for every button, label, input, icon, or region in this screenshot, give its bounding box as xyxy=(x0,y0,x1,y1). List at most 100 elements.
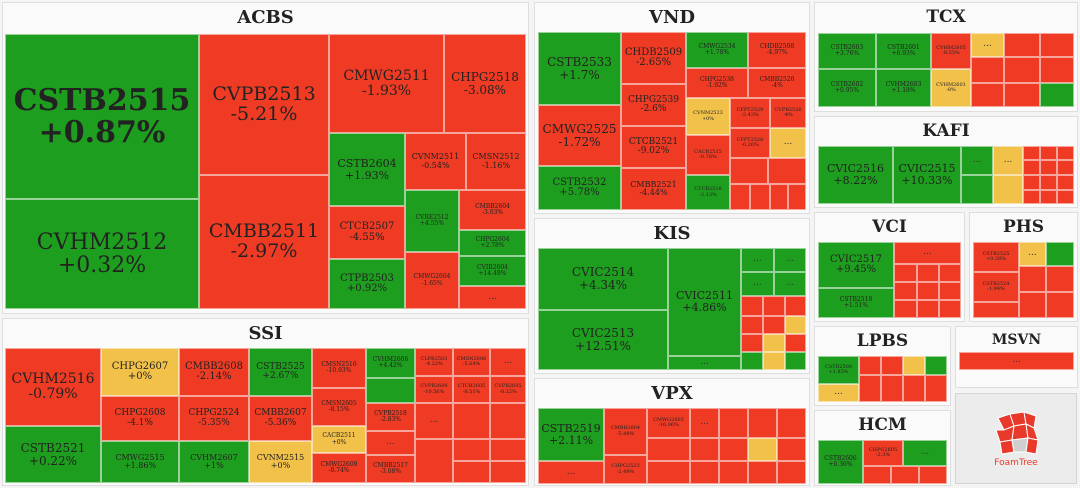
tile-cvic2516[interactable]: CVIC2516 +8.22% xyxy=(818,146,893,204)
tile-kis-small-12[interactable] xyxy=(785,352,806,370)
tile-cvic2513[interactable]: CVIC2513 +12.51% xyxy=(538,310,668,370)
tile-kis-small-4[interactable] xyxy=(741,316,763,334)
tile-cstb2604[interactable]: CSTB2604 +1.93% xyxy=(329,133,405,206)
tile-kafi-small-11[interactable] xyxy=(1057,175,1074,190)
tile-hcm-small-2[interactable] xyxy=(891,466,919,484)
tile-cvhm2516[interactable]: CVHM2516 -0.79% xyxy=(5,348,101,426)
tile-cstb2524[interactable]: CSTB2524 -1.94% xyxy=(973,272,1019,302)
tile-kis-small-5[interactable] xyxy=(763,316,785,334)
tile-cstb2533[interactable]: CSTB2533 +1.7% xyxy=(538,32,621,105)
tile-kafi-small-6[interactable] xyxy=(1023,160,1040,175)
tile-cstb2525-phs[interactable]: CSTB2525 +0.26% xyxy=(973,242,1019,272)
tile-cmwg2534[interactable]: CMWG2534 +1.78% xyxy=(686,32,748,68)
tile-cmsn2605[interactable]: CMSN2605 -8.15% xyxy=(312,388,366,426)
tile-kis-small-11[interactable] xyxy=(763,352,785,370)
tile-cmbb2517[interactable]: CMBB2517 -3.08% xyxy=(366,455,415,483)
tile-vpx-small-9[interactable] xyxy=(777,438,806,461)
tile-vci-small-6[interactable] xyxy=(939,282,961,300)
tile-lpbs-small-4[interactable] xyxy=(925,356,947,375)
tile-cvhm2607[interactable]: CVHM2607 +1% xyxy=(179,441,249,483)
tile-tcx-small-2[interactable] xyxy=(1040,33,1074,57)
tile-vci-small-2[interactable] xyxy=(917,264,939,282)
tile-cmbb2604-acbs[interactable]: CMBB2604 -3.03% xyxy=(459,190,526,230)
tile-cstb2603[interactable]: CSTB2603 +3.76% xyxy=(818,33,876,69)
tile-cvhm2512[interactable]: CVHM2512 +0.32% xyxy=(5,199,199,309)
tile-tcx-small-3[interactable] xyxy=(971,57,1004,83)
tile-cmsn2512[interactable]: CMSN2512 -1.16% xyxy=(466,133,526,190)
tile-vpx-small-11[interactable] xyxy=(719,461,748,484)
tile-cmsn2516[interactable]: CMSN2516 -10.93% xyxy=(312,348,366,388)
tile-vci-small-7[interactable] xyxy=(894,300,917,318)
tile-vpx-small-1[interactable] xyxy=(647,438,690,461)
tile-more-vci[interactable]: ... xyxy=(894,242,961,264)
tile-cvic2514[interactable]: CVIC2514 +4.34% xyxy=(538,248,668,310)
tile-kafi-small-2[interactable] xyxy=(993,175,1023,204)
tile-kafi-small-13[interactable] xyxy=(1040,190,1057,204)
tile-vnd-small-4[interactable] xyxy=(750,184,770,210)
tile-ctcb2507[interactable]: CTCB2507 -4.55% xyxy=(329,206,405,259)
tile-ctcb2521[interactable]: CTCB2521 -9.02% xyxy=(621,126,686,168)
tile-cstb2515[interactable]: CSTB2515 +0.87% xyxy=(5,34,199,199)
tile-vnd-small-6[interactable] xyxy=(788,184,806,210)
tile-vnd-small-5[interactable] xyxy=(770,184,788,210)
tile-cstb2525[interactable]: CSTB2525 +2.67% xyxy=(249,348,312,396)
tile-vpx-small-5[interactable] xyxy=(777,408,806,438)
tile-ssi-small-8[interactable] xyxy=(490,461,526,483)
tile-phs-small-2[interactable] xyxy=(1046,242,1074,266)
tile-cmbb2520[interactable]: CMBB2520 -4% xyxy=(748,68,806,98)
tile-ctpb2503[interactable]: CTPB2503 +0.92% xyxy=(329,259,405,309)
tile-cfpt2528[interactable]: CFPT2528 -0.26% xyxy=(730,128,770,158)
tile-chpg2518[interactable]: CHPG2518 -3.08% xyxy=(444,34,526,133)
tile-lpbs-small-5[interactable] xyxy=(859,375,881,402)
tile-cmbb2608[interactable]: CMBB2608 -2.14% xyxy=(179,348,249,396)
tile-chpg2523[interactable]: CHPG2523 -2.49% xyxy=(604,455,647,484)
tile-kafi-small-4[interactable] xyxy=(1040,146,1057,160)
tile-vnd-small-1[interactable] xyxy=(730,158,768,184)
tile-more-ssi-3[interactable]: ... xyxy=(415,403,453,439)
tile-cvpb2518[interactable]: CVPB2518 -2.83% xyxy=(366,403,415,431)
tile-cstb2532[interactable]: CSTB2532 +5.78% xyxy=(538,166,621,210)
tile-cvib2604[interactable]: CVIB2604 +14.49% xyxy=(459,256,526,286)
tile-vpx-small-10[interactable] xyxy=(690,461,719,484)
tile-cmbb2521[interactable]: CMBB2521 -4.44% xyxy=(621,168,686,210)
tile-kis-small-9[interactable] xyxy=(785,334,806,352)
tile-cmwg2609[interactable]: CMWG2609 -0.74% xyxy=(312,453,366,483)
tile-vpx-small-2[interactable] xyxy=(647,461,690,484)
tile-chdb2509[interactable]: CHDB2509 -2.65% xyxy=(621,32,686,84)
tile-more-vpx-2[interactable]: ... xyxy=(690,408,719,438)
tile-tcx-small-8[interactable] xyxy=(1040,83,1074,107)
tile-cvpb2608[interactable]: CVPB2608 -10.56% xyxy=(415,376,453,403)
tile-kis-small-2[interactable] xyxy=(763,296,785,316)
tile-chpg2539[interactable]: CHPG2539 -2.6% xyxy=(621,84,686,126)
tile-ctcb2605[interactable]: CTCB2605 -8.51% xyxy=(453,376,490,403)
tile-tcx-small-1[interactable] xyxy=(1004,33,1040,57)
tile-kafi-small-7[interactable] xyxy=(1040,160,1057,175)
tile-cmsn2606[interactable]: CMSN2606 -5.64% xyxy=(453,348,490,376)
tile-more-tcx[interactable]: ... xyxy=(971,33,1004,57)
tile-more-kis-2[interactable]: ... xyxy=(741,248,774,272)
tile-cmwg2605[interactable]: CMWG2605 -16.06% xyxy=(647,408,690,438)
tile-cvpb2605[interactable]: CVPB2605 -8.22% xyxy=(490,376,526,403)
tile-kafi-small-5[interactable] xyxy=(1057,146,1074,160)
tile-vpx-small-12[interactable] xyxy=(748,461,777,484)
tile-hcm-small-1[interactable] xyxy=(863,466,891,484)
tile-cmwg2515[interactable]: CMWG2515 +1.86% xyxy=(101,441,179,483)
tile-cvic2515[interactable]: CVIC2515 +10.33% xyxy=(893,146,961,204)
tile-phs-small-5[interactable] xyxy=(1019,292,1046,318)
tile-cmbb2607[interactable]: CMBB2607 -5.36% xyxy=(249,396,312,441)
tile-lpbs-small-7[interactable] xyxy=(903,375,925,402)
tile-vpx-small-4[interactable] xyxy=(748,408,777,438)
tile-phs-small-4[interactable] xyxy=(1046,266,1074,292)
tile-lpbs-small-2[interactable] xyxy=(881,356,903,375)
tile-vpx-small-3[interactable] xyxy=(719,408,748,438)
tile-vci-small-3[interactable] xyxy=(939,264,961,282)
tile-chdb2508[interactable]: CHDB2508 -4.97% xyxy=(748,32,806,68)
tile-chpg2604[interactable]: CHPG2604 +2.78% xyxy=(459,230,526,256)
tile-ssi-small-7[interactable] xyxy=(490,439,526,461)
tile-kis-small-8[interactable] xyxy=(763,334,785,352)
tile-cvic2511[interactable]: CVIC2511 +4.86% xyxy=(668,248,741,356)
tile-kis-small-1[interactable] xyxy=(741,296,763,316)
tile-cmwg2511[interactable]: CMWG2511 -1.93% xyxy=(329,34,444,133)
tile-lpbs-small-1[interactable] xyxy=(859,356,881,375)
tile-kafi-small-8[interactable] xyxy=(1057,160,1074,175)
